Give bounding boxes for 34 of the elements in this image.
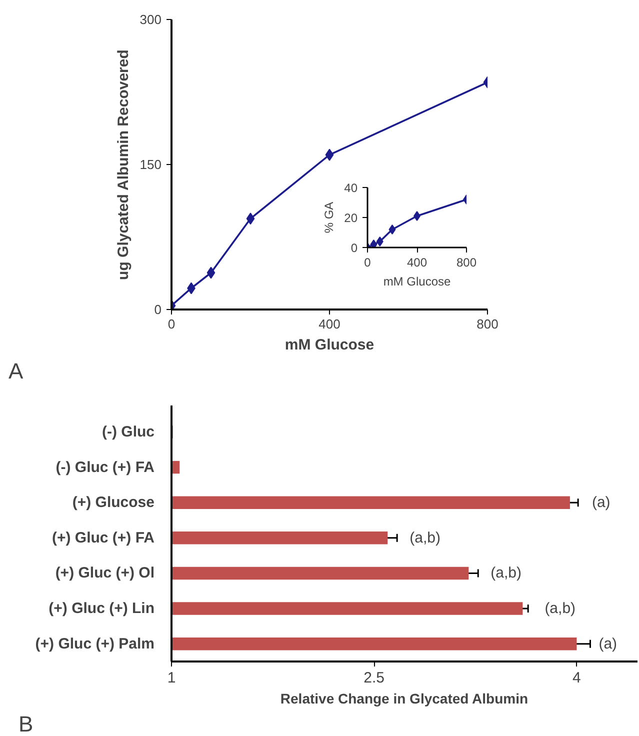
x-axis-title: mM Glucose <box>383 274 451 288</box>
x-tick-label: 800 <box>476 316 498 332</box>
y-tick-label: 300 <box>140 12 162 27</box>
text: B <box>18 712 34 736</box>
x-axis-title: Relative Change in Glycated Albumin <box>280 690 528 706</box>
y-axis-title: % GA <box>322 202 336 234</box>
annotation: (a) <box>592 494 610 512</box>
annotation: (a,b) <box>490 564 522 582</box>
y-tick-label: 20 <box>344 211 358 225</box>
y-tick-label: 150 <box>140 157 162 172</box>
y-tick-label: (+) Gluc (+) FA <box>52 529 155 546</box>
y-tick-label: 0 <box>154 302 162 317</box>
annotation: (a,b) <box>410 529 440 546</box>
y-tick-label: 40 <box>344 181 358 195</box>
y-tick-label: (+) Glucose <box>72 494 155 512</box>
y-tick-label: (+) Gluc (+) Palm <box>35 635 155 652</box>
y-tick-label: (+) Gluc (+) Ol <box>55 564 155 582</box>
x-tick-label: 4 <box>572 670 581 686</box>
text: A <box>8 358 24 384</box>
x-tick-label: 2.5 <box>364 670 385 686</box>
x-axis-title: mM Glucose <box>284 336 374 354</box>
annotation: (a,b) <box>544 600 576 618</box>
x-tick-label: 1 <box>167 670 176 686</box>
annotation: (a) <box>598 635 618 652</box>
y-tick-label: 0 <box>350 241 358 255</box>
y-tick-label: (-) Gluc <box>102 423 155 440</box>
y-tick-label: (-) Gluc (+) FA <box>56 458 155 476</box>
x-tick-label: 400 <box>318 316 340 332</box>
y-tick-label: (+) Gluc (+) Lin <box>48 600 155 618</box>
y-axis-title: ug Glycated Albumin Recovered <box>114 50 132 280</box>
x-tick-label: 0 <box>168 316 176 332</box>
x-tick-label: 400 <box>406 256 428 270</box>
x-tick-label: 0 <box>364 256 372 270</box>
x-tick-label: 800 <box>456 256 477 270</box>
